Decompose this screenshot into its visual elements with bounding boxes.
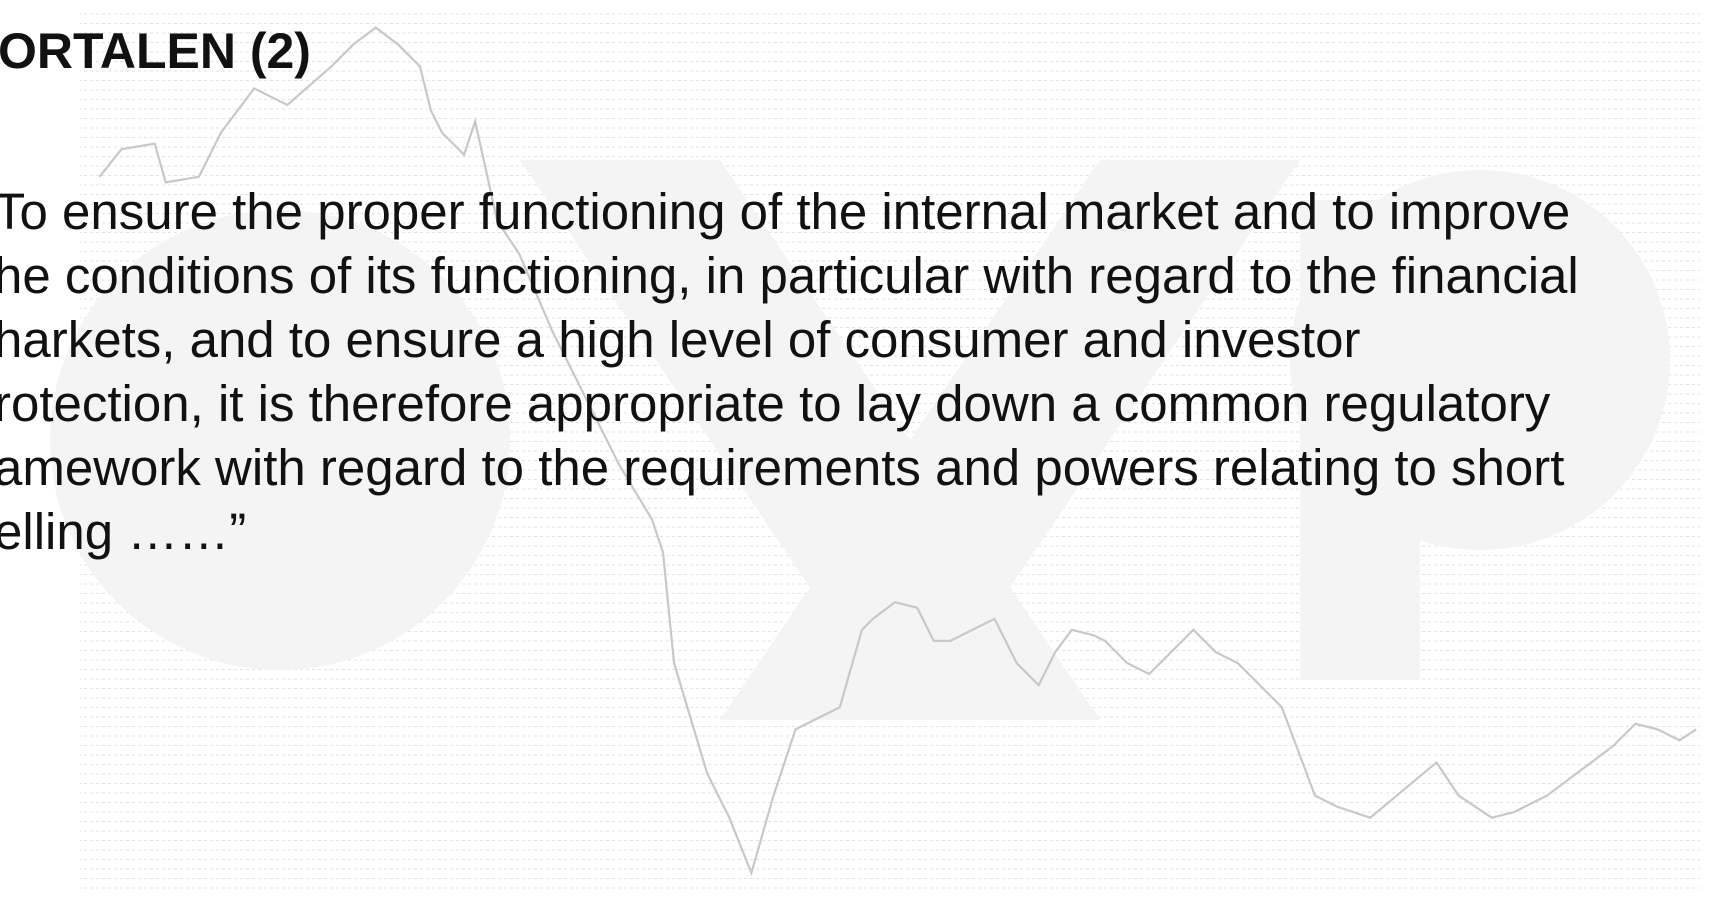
slide-title: ORTALEN (2): [0, 23, 311, 79]
body-line: To ensure the proper functioning of the …: [0, 183, 1571, 240]
body-text: To ensure the proper functioning of the …: [0, 180, 1579, 564]
body-line: harkets, and to ensure a high level of c…: [0, 311, 1361, 368]
body-line: elling ……”: [0, 503, 247, 560]
watermark: [50, 160, 1670, 720]
body-line: rotection, it is therefore appropriate t…: [0, 375, 1551, 432]
body-line: amework with regard to the requirements …: [0, 439, 1565, 496]
body-line: he conditions of its functioning, in par…: [0, 247, 1579, 304]
stock-chart: [98, 26, 1697, 877]
